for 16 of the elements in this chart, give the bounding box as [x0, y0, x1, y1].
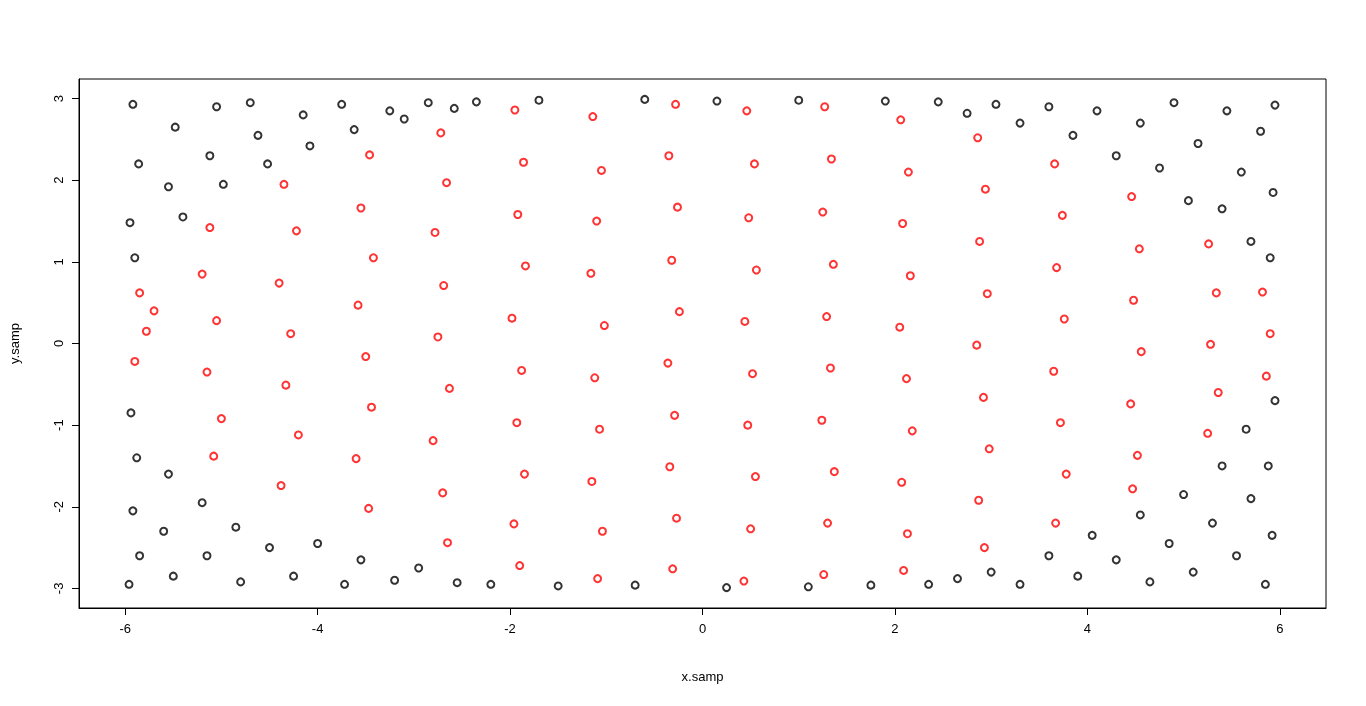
x-tick-label: 4: [1083, 621, 1091, 636]
y-tick-label: 2: [51, 176, 66, 184]
x-axis-title: x.samp: [681, 669, 724, 684]
y-tick-label: -1: [51, 419, 66, 431]
x-tick-label: 0: [698, 621, 707, 636]
y-tick-label: 1: [51, 258, 66, 266]
x-tick-label: -6: [119, 621, 131, 636]
y-tick-label: 0: [51, 339, 66, 348]
x-tick-label: -2: [504, 621, 516, 636]
y-tick-label: -2: [51, 500, 66, 513]
x-tick-label: 6: [1276, 621, 1284, 636]
x-tick-label: 2: [891, 621, 899, 636]
x-tick-label: -4: [311, 621, 324, 636]
y-axis-title: y.samp: [7, 323, 22, 364]
y-tick-label: 3: [51, 94, 66, 103]
y-tick-label: -3: [51, 582, 66, 595]
